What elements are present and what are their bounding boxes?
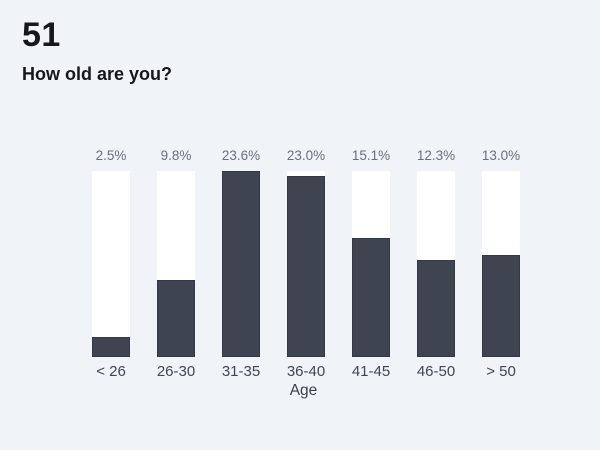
bar-track	[417, 171, 455, 357]
bar-track	[92, 171, 130, 357]
bar-value-label: 23.0%	[286, 148, 326, 163]
bar-track	[352, 171, 390, 357]
bar-track	[287, 171, 325, 357]
bar-fill	[92, 337, 130, 357]
bar-value-label: 12.3%	[416, 148, 456, 163]
bar-column: 15.1% 41-45	[352, 148, 390, 380]
bar-fill	[482, 254, 520, 357]
bar-fill	[287, 175, 325, 357]
bar-column: 23.6% 31-35	[222, 148, 260, 380]
bar-column: 9.8% 26-30	[157, 148, 195, 380]
bar-category-label: 26-30	[156, 363, 196, 380]
bar-track	[482, 171, 520, 357]
bar-category-label: < 26	[96, 363, 126, 380]
bar-category-label: > 50	[486, 363, 516, 380]
bar-column: 2.5% < 26	[92, 148, 130, 380]
bar-fill	[417, 260, 455, 357]
bar-column: 12.3% 46-50	[417, 148, 455, 380]
bar-columns: 2.5% < 26 9.8% 26-30 23.6% 31-35 23.0% 36-40 15.…	[92, 148, 520, 380]
bar-category-label: 31-35	[221, 363, 261, 380]
page-title: 51	[22, 16, 61, 54]
age-bar-chart: 2.5% < 26 9.8% 26-30 23.6% 31-35 23.0% 36-40 15.…	[92, 148, 520, 380]
bar-value-label: 13.0%	[481, 148, 521, 163]
bar-value-label: 9.8%	[160, 148, 192, 163]
bar-fill	[352, 238, 390, 357]
bar-category-label: 46-50	[416, 363, 456, 380]
bar-value-label: 2.5%	[95, 148, 127, 163]
bar-fill	[222, 171, 260, 357]
bar-fill	[157, 279, 195, 357]
bar-value-label: 23.6%	[221, 148, 261, 163]
bar-track	[157, 171, 195, 357]
bar-column: 13.0% > 50	[482, 148, 520, 380]
x-axis-label: Age	[289, 382, 318, 399]
bar-value-label: 15.1%	[351, 148, 391, 163]
bar-track	[222, 171, 260, 357]
bar-category-label: 41-45	[351, 363, 391, 380]
survey-question: How old are you?	[22, 64, 173, 84]
bar-category-label: 36-40	[286, 363, 326, 380]
bar-column: 23.0% 36-40	[287, 148, 325, 380]
